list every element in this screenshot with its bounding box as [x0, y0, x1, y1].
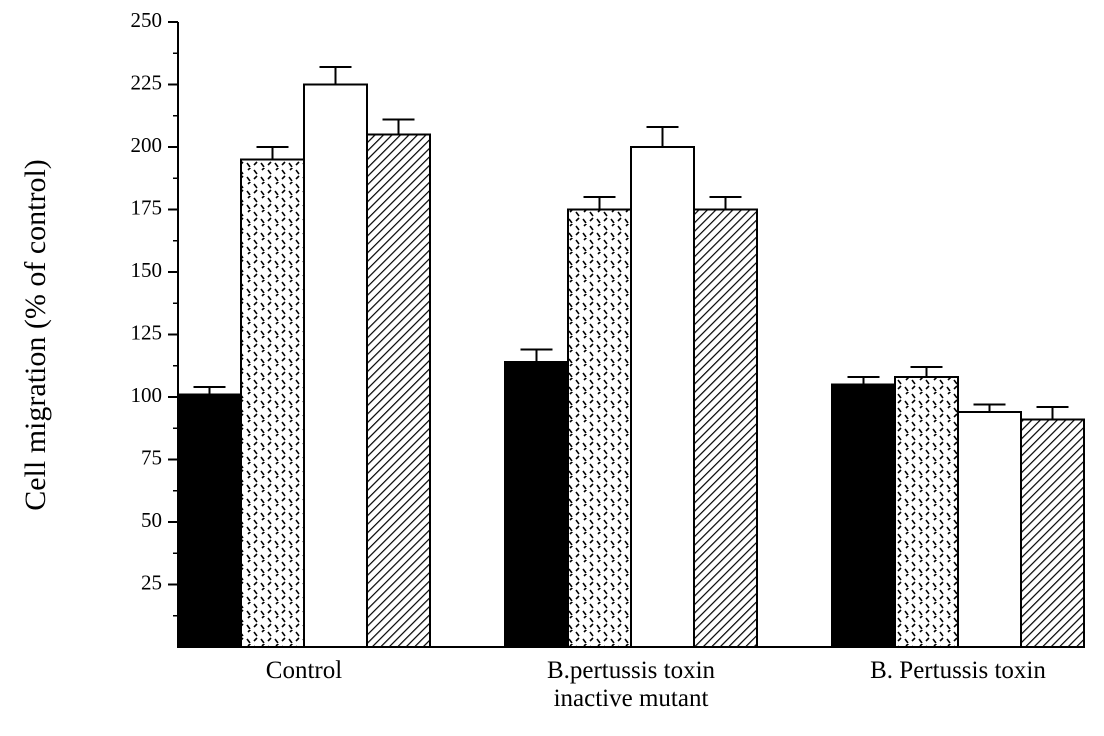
y-tick-label: 175 [131, 195, 163, 219]
y-tick-label: 75 [141, 445, 162, 469]
bar [894, 376, 959, 648]
bar [177, 393, 242, 648]
y-tick-label: 150 [131, 258, 163, 282]
bar [1020, 418, 1085, 648]
y-tick-label: 250 [131, 8, 163, 32]
bar [240, 158, 305, 648]
bar [693, 208, 758, 648]
x-tick-label: B.pertussis toxin inactive mutant [546, 657, 716, 712]
y-tick-label: 125 [131, 320, 163, 344]
y-tick-label: 100 [131, 383, 163, 407]
y-tick-label: 225 [131, 70, 163, 94]
y-tick-label: 200 [131, 133, 163, 157]
bar [831, 383, 896, 648]
bar [366, 133, 431, 648]
bar [957, 411, 1022, 648]
y-tick-label: 25 [141, 570, 162, 594]
bar [504, 361, 569, 648]
y-axis-label: Cell migration (% of control) [19, 159, 52, 511]
y-tick-label: 50 [141, 508, 162, 532]
bar [567, 208, 632, 648]
x-tick-label: Control [265, 657, 343, 684]
bar [303, 83, 368, 648]
x-tick-label: B. Pertussis toxin [870, 657, 1046, 684]
bar [630, 146, 695, 648]
